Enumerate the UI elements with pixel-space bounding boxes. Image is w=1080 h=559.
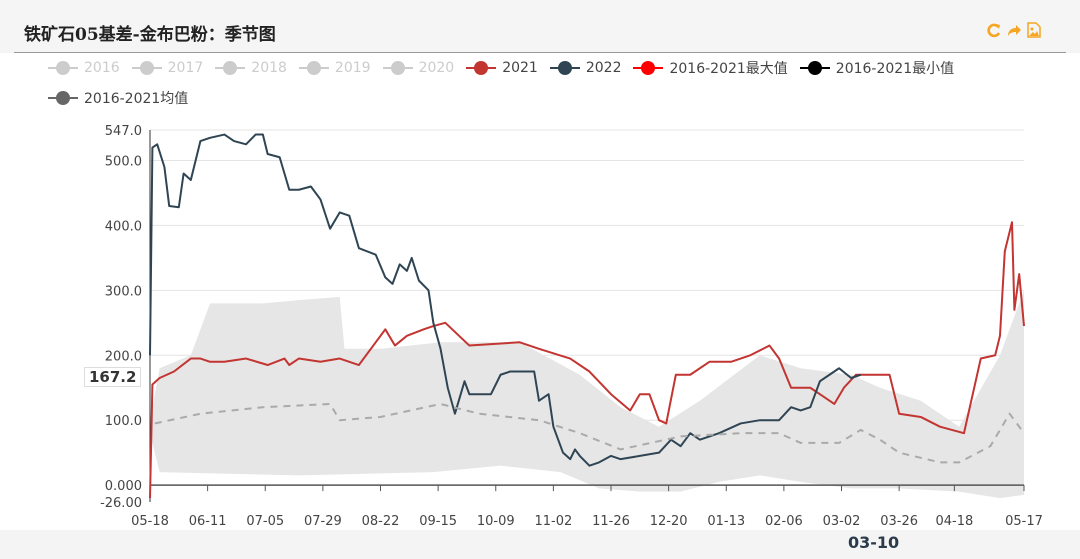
legend-item[interactable]: 2019 [298,58,371,78]
x-tick-label: 11-02 [534,514,572,529]
x-tick-label: 07-05 [246,514,284,529]
legend-item[interactable]: 2018 [215,58,287,78]
legend-marker-icon [799,61,830,75]
y-tick-label: 500.0 [105,155,142,170]
share-icon[interactable] [1006,22,1022,38]
x-tick-label: 10-09 [477,514,515,529]
series-line-2022 [149,133,862,467]
y-tick-label: 100.0 [105,414,142,429]
legend-item[interactable]: 2016 [48,58,120,78]
legend-label: 2022 [585,60,622,76]
x-tick-label: 11-26 [592,514,630,529]
legend-label: 2018 [251,60,287,76]
x-tick-label: 12-20 [650,514,688,529]
axis-pointer-x-label: 03-10 [848,533,900,552]
header-divider [14,52,1066,53]
legend-item[interactable]: 2016-2021最小值 [799,58,955,78]
header-bar: 铁矿石05基差-金布巴粉：季节图 [0,0,1080,52]
legend-label: 2017 [167,60,204,76]
legend-item[interactable]: 2020 [382,58,455,78]
x-tick-label: 09-15 [419,514,457,529]
y-tick-label: 200.0 [105,349,142,364]
refresh-icon[interactable] [986,22,1002,38]
legend-item[interactable]: 2016-2021均值 [48,88,188,108]
legend-marker-icon [215,61,246,75]
series-line-2016-2021均值 [154,402,1025,464]
legend-label: 2021 [502,60,538,76]
legend-label: 2016-2021均值 [84,91,189,107]
legend-marker-icon [48,91,78,105]
x-tick-label: 01-13 [707,514,745,529]
legend-marker-icon [48,61,78,75]
y-tick-label: 547.0 [105,124,142,139]
legend-item[interactable]: 2016-2021最大值 [633,58,788,78]
legend-label: 2016-2021最大值 [669,61,788,77]
legend-marker-icon [549,61,580,75]
x-tick-label: 06-11 [189,514,227,529]
chart-title: 铁矿石05基差-金布巴粉：季节图 [24,25,276,45]
x-tick-label: 07-29 [304,514,342,529]
x-tick-label: 05-17 [1005,514,1043,529]
legend-row-1: 2016 2017 2018 2019 2020 2021 2022 2016-2021最大值… [48,58,954,78]
legend-marker-icon [633,61,664,75]
x-tick-label: 03-02 [823,514,861,529]
legend-marker-icon [466,61,497,75]
axis-pointer-y-label: 167.2 [84,367,142,387]
y-tick-label: 0.000 [105,479,142,494]
x-tick-label: 04-18 [935,514,973,529]
x-tick-label: 03-26 [880,514,918,529]
legend-item[interactable]: 2021 [466,58,538,78]
legend-marker-icon [131,61,162,75]
y-tick-label: 300.0 [105,284,142,299]
range-band [150,290,1024,499]
legend-item[interactable]: 2017 [131,58,204,78]
legend-row-2: 2016-2021均值 [48,88,188,108]
legend-label: 2020 [418,60,455,76]
x-tick-label: 08-22 [362,514,400,529]
legend-marker-icon [382,61,413,75]
legend-label: 2019 [334,60,371,76]
save-image-icon[interactable] [1026,22,1042,38]
x-tick-label: 02-06 [765,514,803,529]
y-tick-label: -26.00 [100,496,142,511]
series-line-2021 [149,221,1025,499]
y-tick-label: 400.0 [105,219,142,234]
toolbox [986,22,1042,38]
legend-label: 2016 [84,60,120,76]
x-tick-label: 05-18 [131,514,169,529]
legend-label: 2016-2021最小值 [835,61,955,77]
legend-item[interactable]: 2022 [549,58,622,78]
legend-marker-icon [298,61,329,75]
